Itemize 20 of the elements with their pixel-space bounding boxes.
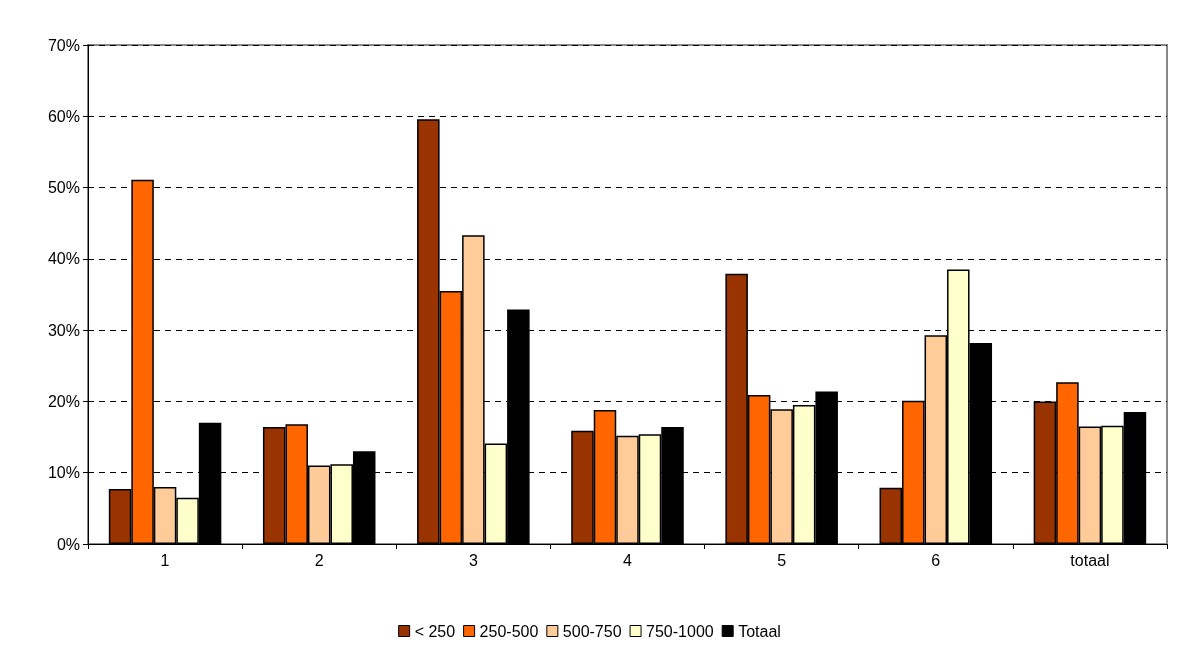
x-tick-label: 4 xyxy=(623,551,633,569)
x-tick-label: 1 xyxy=(160,551,170,569)
legend-label: 250-500 xyxy=(479,622,539,640)
x-tick-label: 2 xyxy=(314,551,324,569)
y-tick-label: 40% xyxy=(47,250,80,268)
legend-label: 750-1000 xyxy=(646,622,714,640)
x-tick-label: totaal xyxy=(1070,551,1110,569)
x-tick-label: 3 xyxy=(468,551,478,569)
legend-label: Totaal xyxy=(738,622,781,640)
x-tick-label: 5 xyxy=(777,551,787,569)
legend-label: < 250 xyxy=(414,622,456,640)
y-tick-label: 0% xyxy=(56,535,80,553)
x-tick-label: 6 xyxy=(931,551,941,569)
y-tick-label: 10% xyxy=(47,464,80,482)
y-tick-label: 60% xyxy=(47,107,80,125)
legend-label: 500-750 xyxy=(562,622,622,640)
y-tick-label: 30% xyxy=(47,321,80,339)
y-tick-label: 50% xyxy=(47,179,80,197)
y-tick-label: 70% xyxy=(47,36,80,54)
y-tick-label: 20% xyxy=(47,392,80,410)
